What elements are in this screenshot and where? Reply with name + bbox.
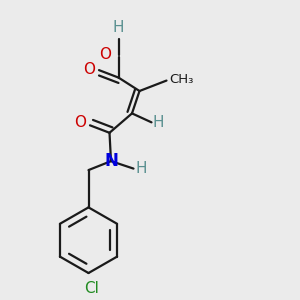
Text: Cl: Cl [84, 281, 99, 296]
Text: N: N [104, 152, 118, 170]
Text: O: O [100, 47, 112, 62]
Text: H: H [153, 115, 164, 130]
Text: O: O [83, 62, 95, 77]
Text: H: H [113, 20, 124, 35]
Text: H: H [136, 161, 147, 176]
Text: CH₃: CH₃ [169, 73, 194, 85]
Text: O: O [74, 116, 86, 130]
